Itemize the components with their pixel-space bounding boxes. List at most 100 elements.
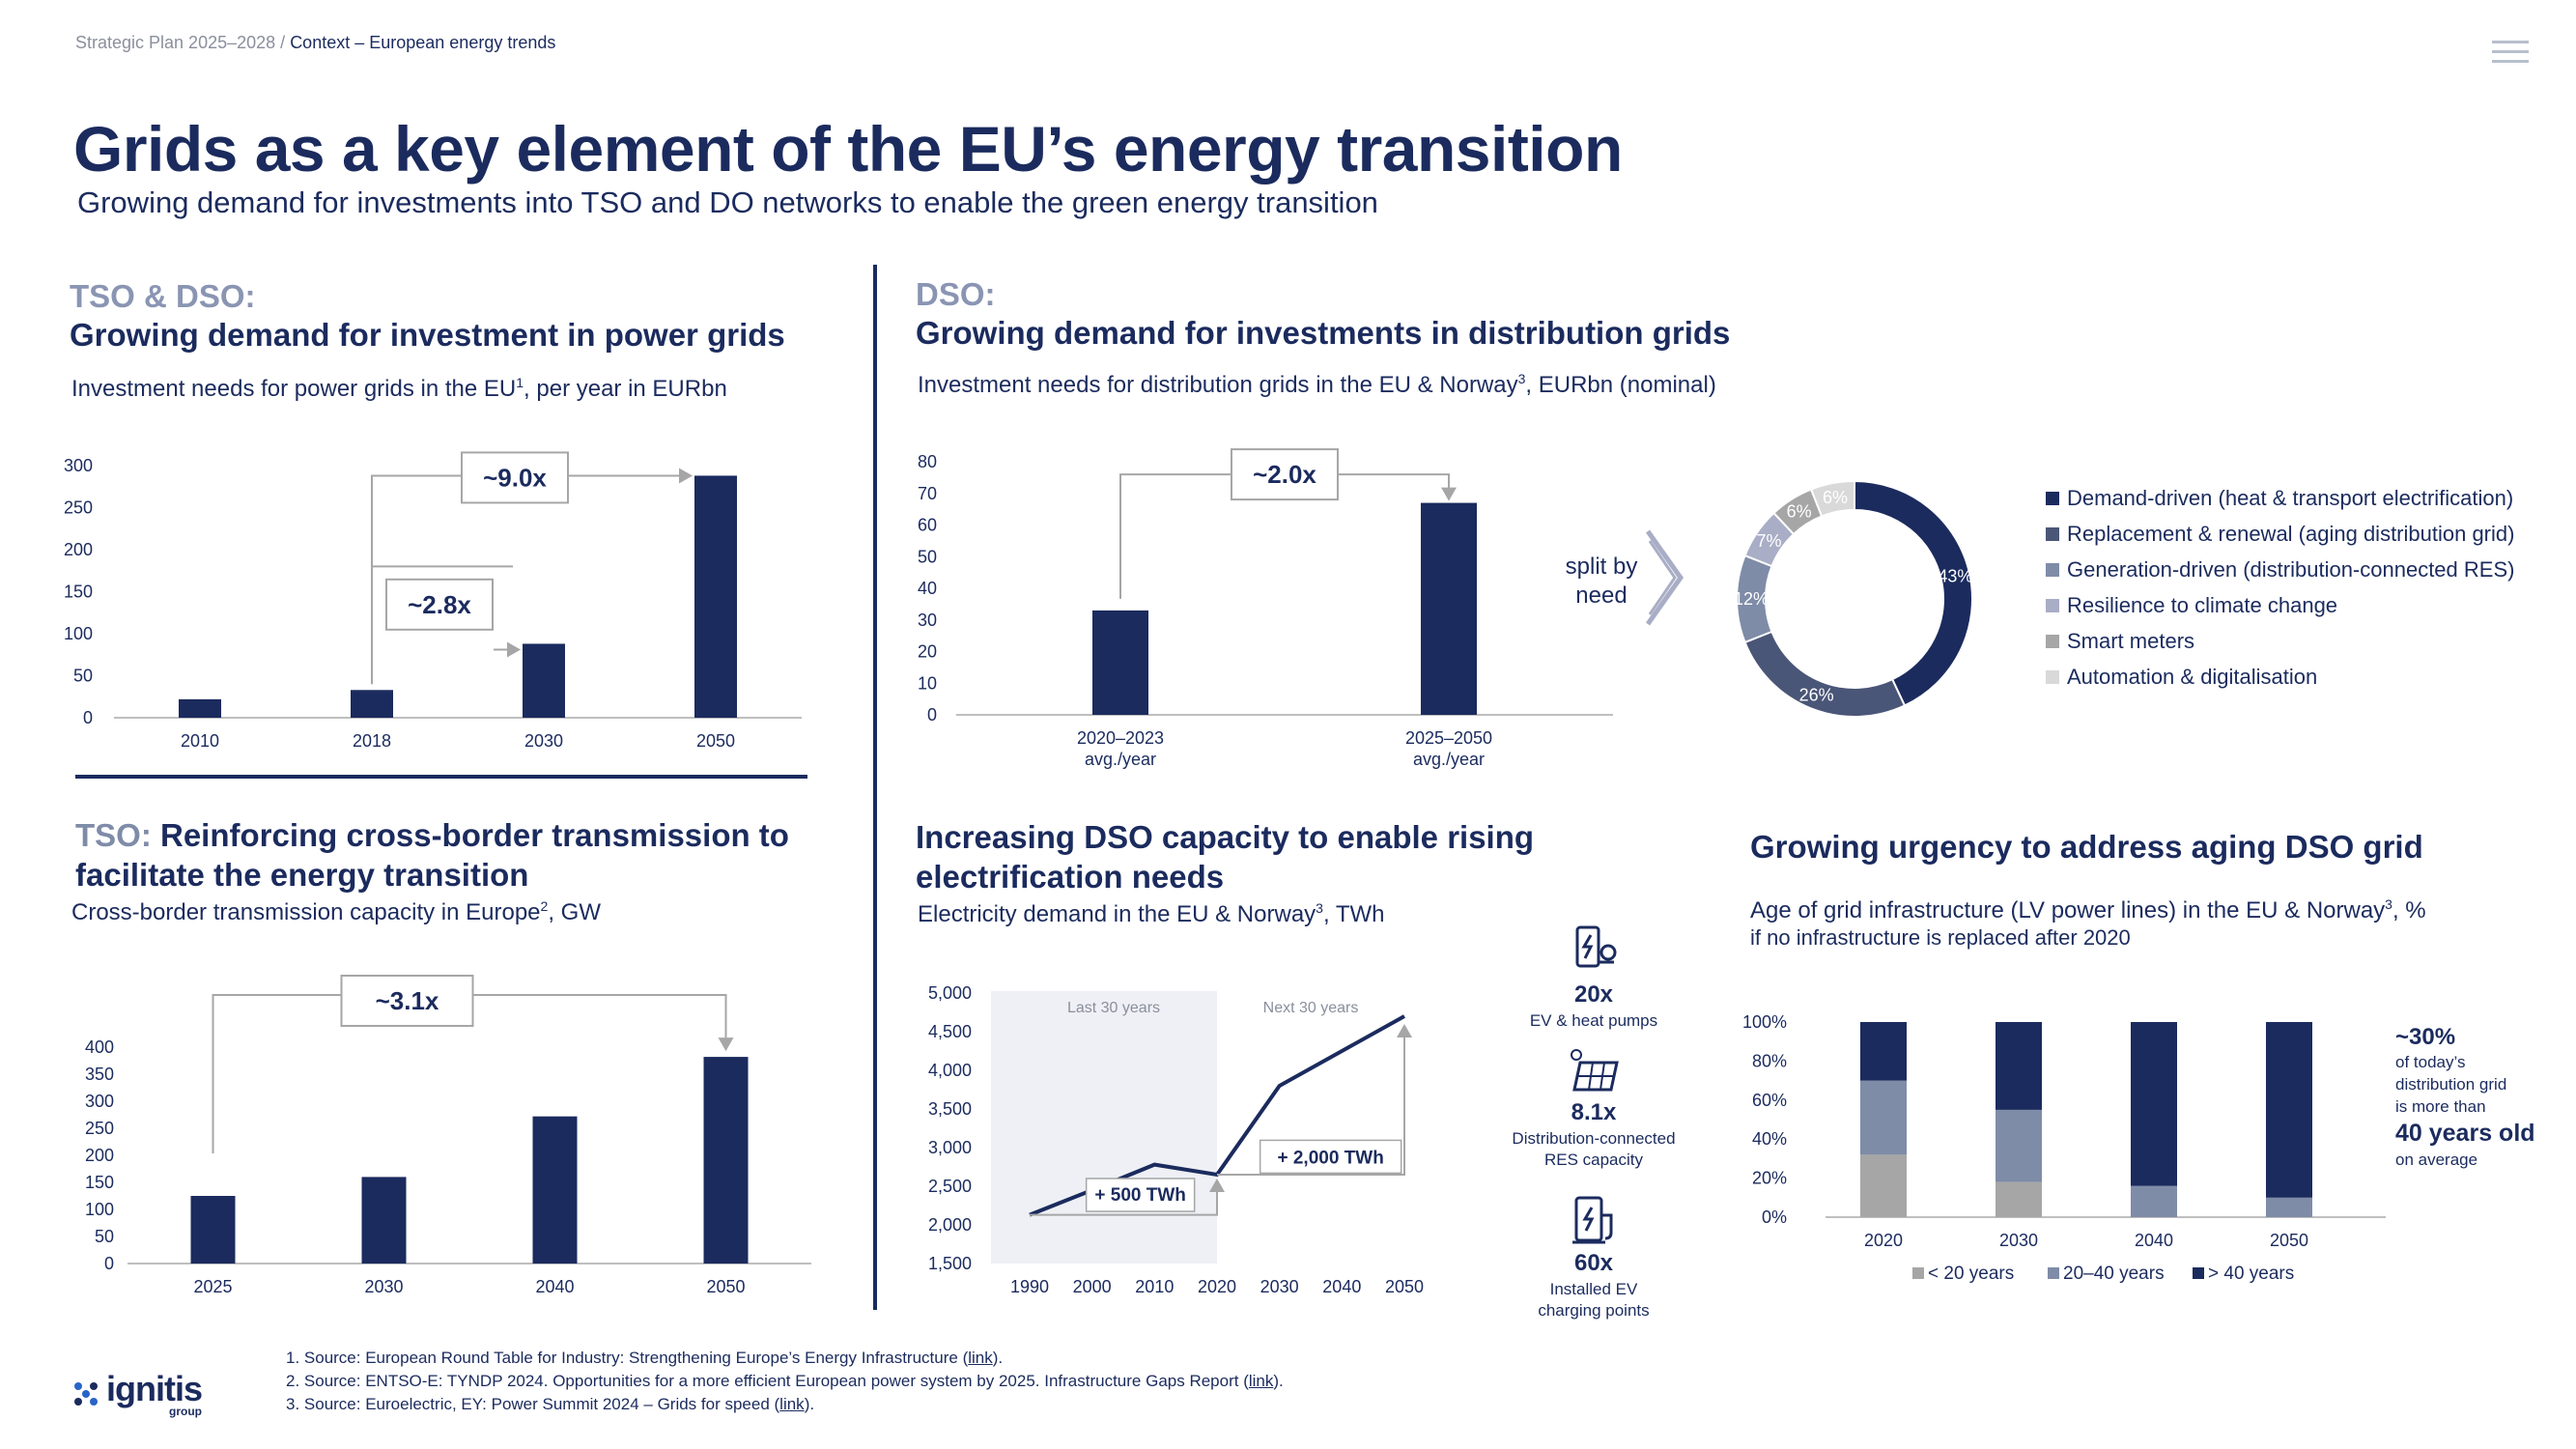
panel-tc-kicker: DSO: — [916, 276, 996, 312]
legend-item: Resilience to climate change — [2046, 587, 2514, 623]
slice-label: 26% — [1799, 685, 1834, 704]
electricity-demand-chart: Last 30 years Next 30 years 1,500 2,000 2,50… — [928, 983, 1424, 1296]
legend-swatch — [2046, 669, 2059, 684]
source-link[interactable]: link — [1248, 1372, 1274, 1390]
stacked-bar-segment — [2131, 1022, 2177, 1186]
y-tick-label: 150 — [64, 582, 93, 602]
multiplier-box — [385, 578, 494, 631]
x-tick-label: 2010 — [181, 731, 219, 751]
y-tick-label: 0 — [104, 1254, 114, 1273]
eu-grid-investment-chart: 0 50 100 150 200 250 300 2010 2018 2030 2050 ~2.8x ~… — [64, 451, 802, 751]
y-tick-label: 10 — [918, 673, 937, 693]
y-tick-label: 20% — [1752, 1169, 1787, 1188]
source-link[interactable]: link — [968, 1349, 993, 1367]
x-tick-label: 2030 — [1999, 1231, 2038, 1250]
arrow-head — [1441, 487, 1457, 501]
y-tick-label: 2,500 — [928, 1177, 972, 1196]
legend-item: Demand-driven (heat & transport electrif… — [2046, 480, 2514, 516]
x-tick-label: 2030 — [524, 731, 563, 751]
stacked-bar-segment — [1860, 1022, 1907, 1081]
multiplier-box — [461, 451, 569, 504]
cross-border-capacity-chart: 0 50 100 150 200 250 300 350 400 2025 2030 2040 2050… — [85, 975, 811, 1296]
panel-tc-heading: Growing demand for investments in distri… — [916, 315, 1731, 351]
logo-mark-icon — [74, 1382, 98, 1406]
y-tick-label: 70 — [918, 484, 937, 503]
x-tick-label: 2040 — [535, 1277, 574, 1296]
panel-bc-heading: Increasing DSO capacity to enable rising… — [916, 819, 1535, 895]
panel-br-heading: Growing urgency to address aging DSO gri… — [1750, 829, 2423, 865]
legend-label: 20–40 years — [2063, 1264, 2165, 1284]
legend-item: Generation-driven (distribution-connecte… — [2046, 552, 2514, 587]
y-tick-label: 300 — [64, 456, 93, 475]
bar — [694, 475, 737, 718]
y-tick-label: 50 — [95, 1227, 114, 1246]
panel-bl-heading: TSO: Reinforcing cross-border transmissi… — [75, 817, 789, 893]
x-tick-label: 2040 — [2135, 1231, 2173, 1250]
legend-swatch — [2193, 1267, 2204, 1279]
distribution-investment-chart: 0 10 20 30 40 50 60 70 80 2020–2023 avg./year 2025–… — [918, 448, 1613, 769]
ev-heat-pump-icon — [1570, 923, 1618, 977]
ev-charger-icon — [1571, 1194, 1619, 1251]
annotation-box — [1259, 1139, 1402, 1175]
region-label: Next 30 years — [1263, 1000, 1359, 1016]
kpi-label: EV & heat pumps — [1529, 1011, 1658, 1030]
multiplier-box — [340, 975, 474, 1027]
slice-label: 7% — [1756, 531, 1781, 551]
legend-swatch — [2046, 491, 2059, 505]
bar — [179, 698, 221, 718]
kpi-value: 20x — [1573, 981, 1614, 1008]
stacked-bar-segment — [1860, 1080, 1907, 1155]
kpi-label: charging points — [1538, 1301, 1650, 1320]
legend-swatch — [1912, 1267, 1924, 1279]
arrow-head — [679, 468, 693, 484]
legend-swatch — [2046, 598, 2059, 612]
x-tick-label: 1990 — [1010, 1277, 1049, 1296]
annotation-line — [1217, 1037, 1405, 1176]
annotation-box — [1085, 1178, 1196, 1212]
bar — [703, 1057, 749, 1264]
panel-tl-desc: Investment needs for power grids in the … — [71, 375, 727, 402]
y-tick-label: 60% — [1752, 1091, 1787, 1110]
x-tick-label: avg./year — [1085, 750, 1156, 769]
kpi-value: 8.1x — [1571, 1099, 1617, 1125]
source-link[interactable]: link — [779, 1395, 805, 1413]
stacked-bar-segment — [1860, 1154, 1907, 1217]
vertical-divider — [873, 265, 877, 1310]
bar — [1421, 502, 1477, 715]
slice-label: 12% — [1734, 589, 1769, 609]
x-tick-label: 2050 — [696, 731, 735, 751]
panel-bc-desc: Electricity demand in the EU & Norway3, … — [918, 900, 1385, 927]
breadcrumb: Strategic Plan 2025–2028 / Context – Eur… — [75, 33, 555, 53]
panel-br-desc2: if no infrastructure is replaced after 2… — [1750, 925, 2131, 950]
bar — [532, 1116, 578, 1264]
menu-icon[interactable] — [2492, 37, 2531, 66]
legend-item: Replacement & renewal (aging distributio… — [2046, 516, 2514, 552]
legend-label: Demand-driven (heat & transport electrif… — [2067, 485, 2514, 510]
bar — [351, 690, 393, 718]
y-tick-label: 400 — [85, 1037, 114, 1057]
y-tick-label: 100% — [1742, 1012, 1787, 1032]
legend-label: Generation-driven (distribution-connecte… — [2067, 556, 2515, 582]
bar — [190, 1196, 236, 1264]
breadcrumb-root[interactable]: Strategic Plan 2025–2028 / — [75, 33, 286, 52]
y-tick-label: 100 — [64, 624, 93, 643]
annotation-label: + 500 TWh — [1094, 1185, 1186, 1206]
footnotes: 1. Source: European Round Table for Indu… — [286, 1347, 1284, 1416]
grid-age-callout: ~30% of today’s distribution grid is mor… — [2395, 1024, 2535, 1169]
panel-br-desc: Age of grid infrastructure (LV power lin… — [1750, 896, 2426, 923]
region-label: Last 30 years — [1067, 1000, 1160, 1016]
multiplier-box — [1231, 448, 1339, 501]
arrow-head — [718, 1037, 734, 1052]
y-tick-label: 2,000 — [928, 1215, 972, 1235]
split-by-need-label: split by need — [1565, 554, 1638, 609]
page-title: Grids as a key element of the EU’s energ… — [73, 113, 1623, 185]
x-tick-label: 2020 — [1198, 1277, 1236, 1296]
y-tick-label: 300 — [85, 1092, 114, 1111]
panel-tl-heading: Growing demand for investment in power g… — [70, 317, 785, 353]
multiplier-label: ~3.1x — [376, 986, 439, 1015]
y-tick-label: 40 — [918, 579, 937, 598]
footnote: 2. Source: ENTSO-E: TYNDP 2024. Opportun… — [286, 1372, 1284, 1390]
distribution-split-donut: 43% 26% 12% 7% 6% 6% — [1734, 479, 1973, 718]
annotation-label: + 2,000 TWh — [1277, 1148, 1383, 1168]
stacked-bar-segment — [2266, 1022, 2312, 1198]
